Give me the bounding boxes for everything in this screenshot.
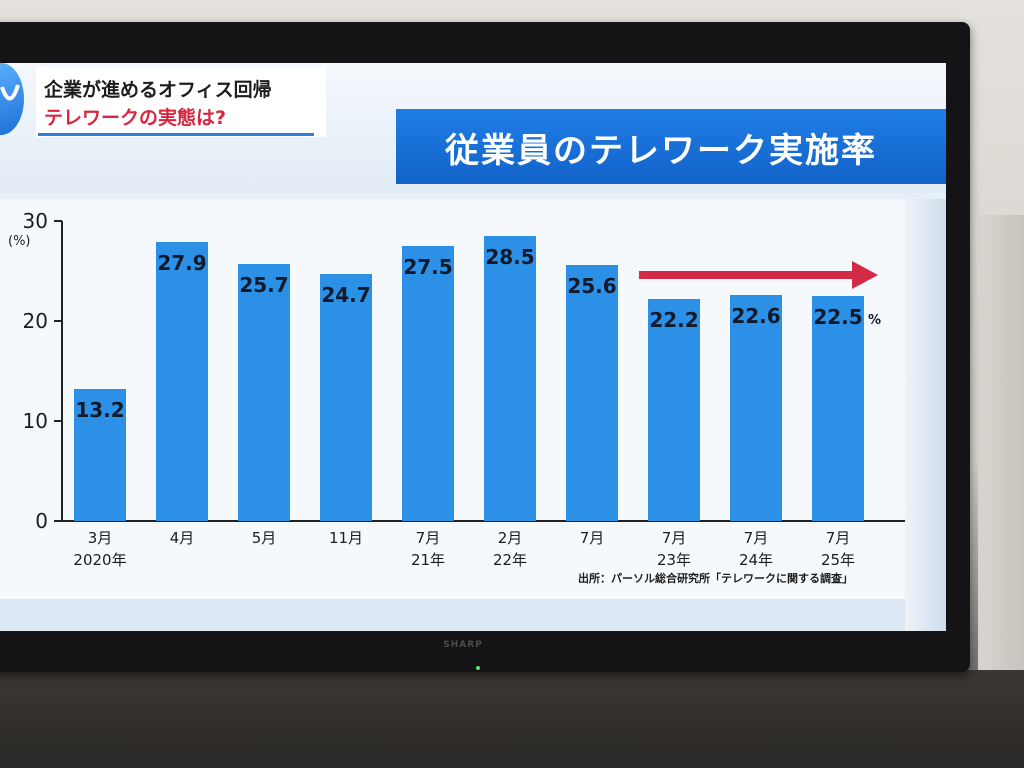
x-tick-label-year-7: 23年 — [657, 551, 691, 569]
x-tick-label-year-8: 24年 — [739, 551, 773, 569]
bar-5 — [484, 236, 536, 521]
x-tick-label-month-3: 11月 — [329, 529, 363, 547]
bar-9 — [812, 296, 864, 521]
bar-value-label-4: 27.5 — [403, 255, 452, 279]
topic-heading: 企業が進めるオフィス回帰 — [44, 79, 272, 101]
topic-underline — [38, 133, 314, 136]
tv-stand-area — [0, 670, 1024, 768]
bar-value-label-9: 22.5 — [813, 305, 862, 329]
x-tick-label-month-8: 7月 — [744, 529, 769, 547]
x-tick-label-year-9: 25年 — [821, 551, 855, 569]
bar-3 — [320, 274, 372, 521]
x-tick-label-month-4: 7月 — [416, 529, 441, 547]
bar-value-label-5: 28.5 — [485, 245, 534, 269]
x-tick-label-month-7: 7月 — [662, 529, 687, 547]
bar-value-label-6: 25.6 — [567, 274, 616, 298]
y-tick-label-3: 30 — [23, 209, 48, 233]
panel-edge-decoration — [905, 199, 946, 631]
x-tick-label-year-4: 21年 — [411, 551, 445, 569]
y-tick-label-2: 20 — [23, 309, 48, 333]
bar-6 — [566, 265, 618, 521]
x-tick-label-month-5: 2月 — [498, 529, 523, 547]
y-tick-label-0: 0 — [35, 509, 48, 533]
bar-value-label-0: 13.2 — [75, 398, 124, 422]
bar-value-label-2: 25.7 — [239, 273, 288, 297]
bar-value-unit: % — [868, 313, 881, 328]
bar-1 — [156, 242, 208, 521]
bar-2 — [238, 264, 290, 521]
bar-8 — [730, 295, 782, 521]
y-tick-label-1: 10 — [23, 409, 48, 433]
bar-value-label-8: 22.6 — [731, 304, 780, 328]
source-note: 出所：パーソル総合研究所「テレワークに関する調査」 — [578, 572, 853, 585]
x-tick-label-year-0: 2020年 — [73, 551, 126, 569]
topic-subheading: テレワークの実態は? — [44, 107, 227, 129]
bar-value-label-3: 24.7 — [321, 283, 370, 307]
x-tick-label-year-5: 22年 — [493, 551, 527, 569]
bar-4 — [402, 246, 454, 521]
tv-power-led — [476, 666, 480, 670]
bar-value-label-1: 27.9 — [157, 251, 206, 275]
x-tick-label-month-0: 3月 — [88, 529, 113, 547]
x-tick-label-month-9: 7月 — [826, 529, 851, 547]
trend-arrow-head — [852, 261, 878, 289]
y-unit-label: (%) — [8, 234, 31, 249]
topic-box — [36, 67, 326, 137]
bar-value-label-7: 22.2 — [649, 308, 698, 332]
x-tick-label-month-2: 5月 — [252, 529, 277, 547]
bar-chart: 0 10 20 30(%) 13.2 3月 2020年 27.9 4月 25.7 5月 24.7 11月… — [8, 209, 905, 569]
tv-screen: 企業が進めるオフィス回帰 テレワークの実態は? 従業員のテレワーク実施率 0 10… — [0, 63, 946, 631]
chart-title-bar: 従業員のテレワーク実施率 — [396, 109, 946, 184]
trend-arrow-shaft — [639, 271, 858, 279]
bar-7 — [648, 299, 700, 521]
x-tick-label-month-6: 7月 — [580, 529, 605, 547]
chart-title: 従業員のテレワーク実施率 — [445, 131, 877, 171]
x-tick-label-month-1: 4月 — [170, 529, 195, 547]
bar-0 — [74, 389, 126, 521]
tv-brand-logo: SHARP — [443, 640, 483, 650]
side-cabinet — [978, 215, 1024, 685]
